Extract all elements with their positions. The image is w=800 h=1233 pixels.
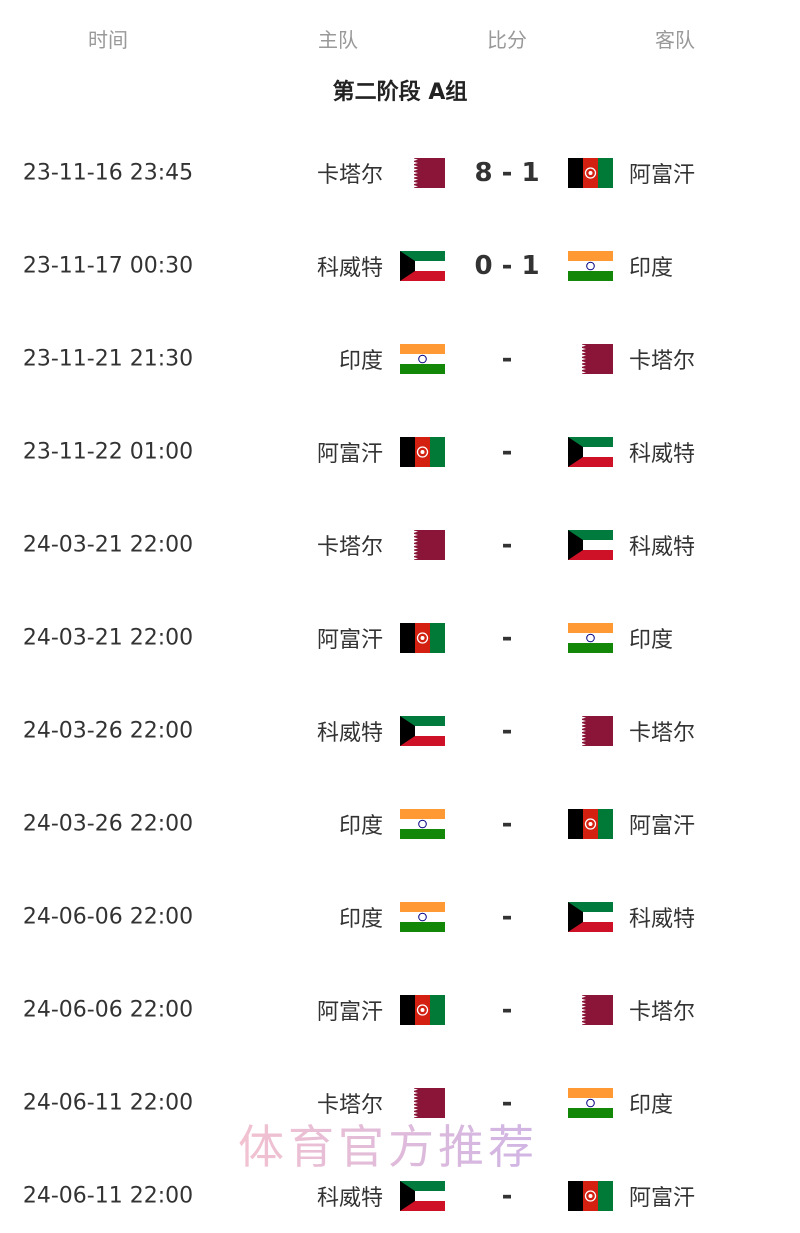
- header-score: 比分: [487, 28, 527, 52]
- kuwait-flag-icon: [568, 530, 613, 560]
- match-score: 0 - 1: [474, 251, 540, 281]
- india-flag-icon: [400, 344, 445, 374]
- afghanistan-flag-icon: [400, 623, 445, 653]
- match-score: 8 - 1: [474, 158, 540, 188]
- match-row[interactable]: 24-06-06 22:00 印度 - 科威特: [0, 887, 800, 947]
- match-row[interactable]: 24-03-21 22:00 阿富汗 - 印度: [0, 608, 800, 668]
- group-title: 第二阶段 A组: [332, 80, 468, 105]
- match-row[interactable]: 23-11-21 21:30 印度 - 卡塔尔: [0, 329, 800, 389]
- away-team: 卡塔尔: [629, 349, 696, 374]
- away-team: 科威特: [629, 907, 696, 932]
- match-row[interactable]: 24-06-06 22:00 阿富汗 - 卡塔尔: [0, 980, 800, 1040]
- match-row[interactable]: 24-06-11 22:00 科威特 - 阿富汗: [0, 1166, 800, 1226]
- match-score: -: [501, 716, 513, 746]
- qatar-flag-icon: [568, 344, 613, 376]
- india-flag-icon: [400, 809, 445, 839]
- home-team: 印度: [338, 907, 383, 932]
- match-time: 24-03-26 22:00: [22, 811, 194, 837]
- header-home: 主队: [318, 28, 358, 52]
- match-score: -: [501, 530, 513, 560]
- match-time: 23-11-21 21:30: [22, 346, 194, 372]
- match-time: 24-06-06 22:00: [22, 904, 194, 930]
- away-team: 阿富汗: [629, 814, 696, 839]
- qatar-flag-icon: [568, 995, 613, 1027]
- kuwait-flag-icon: [568, 902, 613, 932]
- kuwait-flag-icon: [568, 437, 613, 467]
- match-score: -: [501, 1088, 513, 1118]
- afghanistan-flag-icon: [568, 1181, 613, 1211]
- match-time: 24-06-11 22:00: [22, 1183, 194, 1209]
- kuwait-flag-icon: [400, 1181, 445, 1211]
- match-time: 24-03-26 22:00: [22, 718, 194, 744]
- match-row[interactable]: 23-11-22 01:00 阿富汗 - 科威特: [0, 422, 800, 482]
- match-score: -: [501, 995, 513, 1025]
- home-team: 印度: [338, 814, 383, 839]
- away-team: 科威特: [629, 535, 696, 560]
- home-team: 卡塔尔: [316, 535, 383, 560]
- away-team: 阿富汗: [629, 163, 696, 188]
- away-team: 卡塔尔: [629, 1000, 696, 1025]
- match-time: 24-06-11 22:00: [22, 1090, 194, 1116]
- match-score: -: [501, 902, 513, 932]
- kuwait-flag-icon: [400, 716, 445, 746]
- home-team: 印度: [338, 349, 383, 374]
- match-row[interactable]: 24-06-11 22:00 卡塔尔 - 印度: [0, 1073, 800, 1133]
- away-team: 印度: [629, 1093, 674, 1118]
- india-flag-icon: [568, 623, 613, 653]
- home-team: 阿富汗: [316, 628, 383, 653]
- qatar-flag-icon: [400, 158, 445, 190]
- match-row[interactable]: 24-03-21 22:00 卡塔尔 - 科威特: [0, 515, 800, 575]
- match-score: -: [501, 809, 513, 839]
- qatar-flag-icon: [400, 530, 445, 562]
- match-time: 23-11-17 00:30: [22, 253, 194, 279]
- away-team: 阿富汗: [629, 1186, 696, 1211]
- match-row[interactable]: 24-03-26 22:00 科威特 - 卡塔尔: [0, 701, 800, 761]
- match-time: 23-11-22 01:00: [22, 439, 194, 465]
- match-score: -: [501, 1181, 513, 1211]
- match-row[interactable]: 24-03-26 22:00 印度 - 阿富汗: [0, 794, 800, 854]
- header-time: 时间: [88, 28, 128, 52]
- away-team: 卡塔尔: [629, 721, 696, 746]
- qatar-flag-icon: [400, 1088, 445, 1120]
- home-team: 卡塔尔: [316, 163, 383, 188]
- qatar-flag-icon: [568, 716, 613, 748]
- kuwait-flag-icon: [400, 251, 445, 281]
- match-row[interactable]: 23-11-16 23:45 卡塔尔 8 - 1 阿富汗: [0, 143, 800, 203]
- match-time: 24-03-21 22:00: [22, 625, 194, 651]
- home-team: 科威特: [316, 1186, 383, 1211]
- home-team: 阿富汗: [316, 442, 383, 467]
- match-time: 23-11-16 23:45: [22, 160, 194, 186]
- match-time: 24-06-06 22:00: [22, 997, 194, 1023]
- india-flag-icon: [400, 902, 445, 932]
- away-team: 科威特: [629, 442, 696, 467]
- afghanistan-flag-icon: [400, 437, 445, 467]
- match-time: 24-03-21 22:00: [22, 532, 194, 558]
- india-flag-icon: [568, 251, 613, 281]
- match-score: -: [501, 623, 513, 653]
- match-row[interactable]: 23-11-17 00:30 科威特 0 - 1 印度: [0, 236, 800, 296]
- home-team: 科威特: [316, 256, 383, 281]
- away-team: 印度: [629, 628, 674, 653]
- match-score: -: [501, 344, 513, 374]
- afghanistan-flag-icon: [568, 158, 613, 188]
- home-team: 阿富汗: [316, 1000, 383, 1025]
- india-flag-icon: [568, 1088, 613, 1118]
- away-team: 印度: [629, 256, 674, 281]
- header-away: 客队: [655, 28, 695, 52]
- afghanistan-flag-icon: [568, 809, 613, 839]
- match-score: -: [501, 437, 513, 467]
- afghanistan-flag-icon: [400, 995, 445, 1025]
- home-team: 卡塔尔: [316, 1093, 383, 1118]
- home-team: 科威特: [316, 721, 383, 746]
